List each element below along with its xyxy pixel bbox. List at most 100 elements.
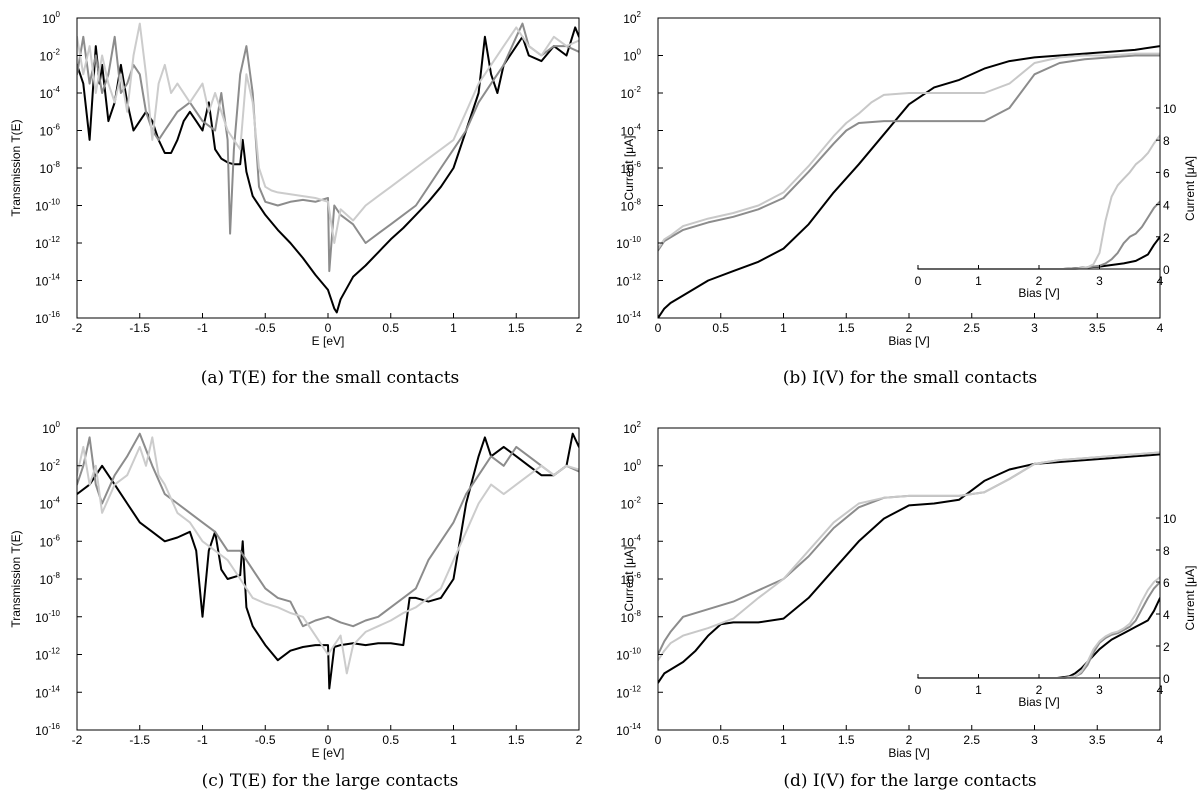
chart-b-inset-ytick-label-1: 2	[1163, 231, 1170, 245]
chart-a-xtick-label-4: 0	[325, 321, 332, 335]
chart-c-ylabel: Transmission T(E)	[9, 530, 23, 627]
chart-b-inset-xlabel: Bias [V]	[1018, 286, 1059, 300]
chart-c-series-3	[77, 436, 579, 675]
chart-d-ytick-label-8: 102	[623, 420, 641, 436]
chart-b-series-3	[658, 52, 1160, 250]
chart-c-ytick-label-2: 10-12	[35, 647, 60, 663]
chart-c-ytick-label-5: 10-6	[40, 533, 61, 549]
chart-b-series-2	[658, 54, 1160, 252]
chart-a-xtick-label-6: 1	[450, 321, 457, 335]
chart-b-inset-ytick-label-4: 8	[1163, 134, 1170, 148]
chart-a-ytick-label-0: 10-16	[35, 310, 60, 326]
chart-d-xtick-label-7: 3.5	[1089, 733, 1106, 747]
chart-c-xlabel: E [eV]	[312, 746, 345, 760]
chart-c-ytick-label-6: 10-4	[40, 496, 61, 512]
chart-b-caption: (b) I(V) for the small contacts	[783, 368, 1038, 388]
chart-d-xtick-label-0: 0	[655, 733, 662, 747]
chart-b-ytick-label-8: 102	[623, 10, 641, 26]
chart-c-series-1	[77, 432, 579, 690]
chart-a-ytick-label-1: 10-14	[35, 273, 60, 289]
chart-b-ytick-label-6: 10-2	[621, 85, 642, 101]
chart-a-ytick-label-4: 10-8	[40, 160, 61, 176]
chart-c-caption: (c) T(E) for the large contacts	[202, 771, 459, 791]
chart-b-ytick-label-2: 10-10	[616, 235, 641, 251]
chart-a-ytick-label-3: 10-10	[35, 198, 60, 214]
chart-d-xtick-label-4: 2	[906, 733, 913, 747]
chart-b-ylabel: Current [μA]	[622, 136, 636, 201]
chart-a-xtick-label-8: 2	[576, 321, 583, 335]
chart-d-inset-xtick-label-3: 3	[1096, 683, 1103, 697]
chart-b-ytick-label-1: 10-12	[616, 273, 641, 289]
chart-b-inset-series-3	[917, 134, 1160, 270]
chart-b-inset-ytick-label-3: 6	[1163, 166, 1170, 180]
chart-d: 0 0.5 1 1.5 2 2.5 3 3.5 4 10-14 10-12 10-10 10-8 10-6…	[616, 420, 1197, 791]
chart-d-inset-xtick-label-4: 4	[1157, 683, 1164, 697]
chart-b-xlabel: Bias [V]	[888, 334, 929, 348]
chart-a-ytick-label-8: 100	[42, 10, 60, 26]
chart-c-ytick-label-3: 10-10	[35, 609, 60, 625]
chart-c-series-2	[77, 432, 579, 628]
chart-a-ytick-label-5: 10-6	[40, 123, 61, 139]
chart-d-series-1	[658, 453, 1160, 684]
chart-b-xtick-label-2: 1	[780, 321, 787, 335]
chart-b-curves	[658, 45, 1160, 318]
chart-d-inset-ylabel: Current [μA]	[1183, 566, 1197, 631]
chart-b-inset-ytick-label-2: 4	[1163, 199, 1170, 213]
chart-d-inset-ytick-label-0: 0	[1163, 672, 1170, 686]
chart-c-ytick-label-1: 10-14	[35, 684, 60, 700]
chart-a-ytick-label-7: 10-2	[40, 48, 61, 64]
chart-c-xtick-label-4: 0	[325, 733, 332, 747]
chart-c: -2 -1.5 -1 -0.5 0 0.5 1 1.5 2 10-16 10-14 10-12 10-1…	[9, 420, 583, 791]
chart-d-ytick-label-2: 10-10	[616, 647, 641, 663]
chart-c-xtick-label-6: 1	[450, 733, 457, 747]
chart-d-inset-ytick-label-1: 2	[1163, 640, 1170, 654]
chart-d-xtick-label-8: 4	[1157, 733, 1164, 747]
chart-a-xtick-label-3: -0.5	[255, 321, 276, 335]
chart-d-inset-ytick-label-5: 10	[1163, 512, 1177, 526]
chart-d-inset-series-1	[917, 597, 1160, 679]
chart-a: -2 -1.5 -1 -0.5 0 0.5 1 1.5 2 10-16 10-14 10-12 10-1…	[9, 10, 583, 388]
chart-c-curves	[77, 432, 579, 690]
chart-a-series-1	[77, 26, 579, 314]
chart-d-inset-xtick-label-1: 1	[975, 683, 982, 697]
chart-c-ytick-label-0: 10-16	[35, 722, 60, 738]
chart-b-xtick-label-1: 0.5	[712, 321, 729, 335]
chart-d-ytick-label-6: 10-2	[621, 496, 642, 512]
chart-b-xtick-label-4: 2	[906, 321, 913, 335]
chart-c-xtick-label-1: -1.5	[129, 733, 150, 747]
chart-a-xtick-label-7: 1.5	[508, 321, 525, 335]
chart-b-ytick-label-5: 10-4	[621, 123, 642, 139]
chart-a-xtick-label-5: 0.5	[382, 321, 399, 335]
chart-b: 0 0.5 1 1.5 2 2.5 3 3.5 4 10-14 10-12 10-10 10-8 10-6…	[616, 10, 1197, 388]
chart-b-inset-xtick-label-3: 3	[1096, 274, 1103, 288]
chart-d-xtick-label-3: 1.5	[838, 733, 855, 747]
chart-b-ytick-label-0: 10-14	[616, 310, 641, 326]
chart-b-xtick-label-8: 4	[1157, 321, 1164, 335]
chart-d-xtick-label-2: 1	[780, 733, 787, 747]
chart-c-xtick-label-3: -0.5	[255, 733, 276, 747]
chart-d-ytick-label-3: 10-8	[621, 609, 642, 625]
chart-b-inset-xtick-label-1: 1	[975, 274, 982, 288]
chart-b-xtick-label-6: 3	[1031, 321, 1038, 335]
chart-d-ytick-label-5: 10-4	[621, 533, 642, 549]
chart-d-ytick-label-0: 10-14	[616, 722, 641, 738]
chart-d-xtick-label-5: 2.5	[963, 733, 980, 747]
chart-a-xtick-label-1: -1.5	[129, 321, 150, 335]
chart-c-xtick-label-8: 2	[576, 733, 583, 747]
chart-c-ytick-label-4: 10-8	[40, 571, 61, 587]
chart-d-series-3	[658, 451, 1160, 662]
chart-a-ytick-label-6: 10-4	[40, 85, 61, 101]
chart-d-inset-curves	[917, 576, 1160, 679]
chart-d-inset-xtick-label-2: 2	[1036, 683, 1043, 697]
chart-d-ytick-label-7: 100	[623, 458, 641, 474]
chart-b-xtick-label-0: 0	[655, 321, 662, 335]
chart-d-inset-series-3	[917, 576, 1160, 679]
chart-b-xtick-label-3: 1.5	[838, 321, 855, 335]
chart-b-inset-ylabel: Current [μA]	[1183, 156, 1197, 221]
chart-b-inset-curves	[917, 134, 1160, 270]
chart-a-curves	[77, 22, 579, 314]
chart-b-xtick-label-7: 3.5	[1089, 321, 1106, 335]
chart-c-frame	[76, 427, 580, 731]
